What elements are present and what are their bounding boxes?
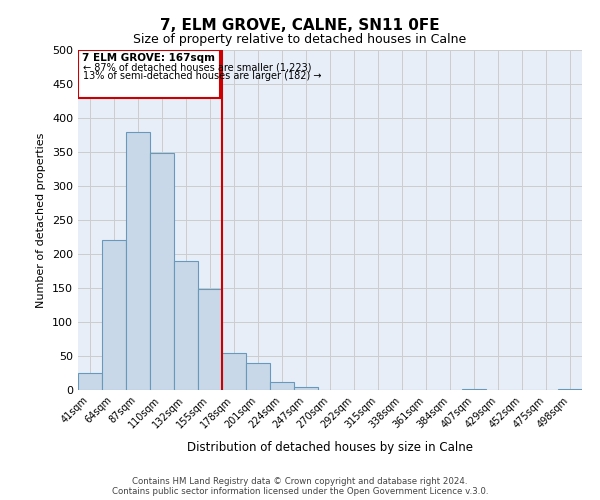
Y-axis label: Number of detached properties: Number of detached properties	[37, 132, 46, 308]
Text: Size of property relative to detached houses in Calne: Size of property relative to detached ho…	[133, 32, 467, 46]
Text: 7 ELM GROVE: 167sqm: 7 ELM GROVE: 167sqm	[82, 52, 215, 62]
Bar	[222, 354, 246, 390]
FancyBboxPatch shape	[78, 50, 220, 98]
X-axis label: Distribution of detached houses by size in Calne: Distribution of detached houses by size …	[187, 441, 473, 454]
Bar	[198, 290, 222, 390]
Bar	[78, 373, 102, 390]
Bar	[174, 261, 198, 390]
Bar	[294, 386, 318, 390]
Text: 13% of semi-detached houses are larger (182) →: 13% of semi-detached houses are larger (…	[83, 71, 322, 81]
Bar	[126, 132, 150, 390]
Text: Contains HM Land Registry data © Crown copyright and database right 2024.: Contains HM Land Registry data © Crown c…	[132, 478, 468, 486]
Text: ← 87% of detached houses are smaller (1,223): ← 87% of detached houses are smaller (1,…	[83, 62, 311, 72]
Bar	[462, 388, 486, 390]
Bar	[102, 240, 126, 390]
Bar	[246, 363, 270, 390]
Bar	[558, 388, 582, 390]
Bar	[150, 154, 174, 390]
Bar	[270, 382, 294, 390]
Text: 7, ELM GROVE, CALNE, SN11 0FE: 7, ELM GROVE, CALNE, SN11 0FE	[160, 18, 440, 32]
Text: Contains public sector information licensed under the Open Government Licence v.: Contains public sector information licen…	[112, 488, 488, 496]
